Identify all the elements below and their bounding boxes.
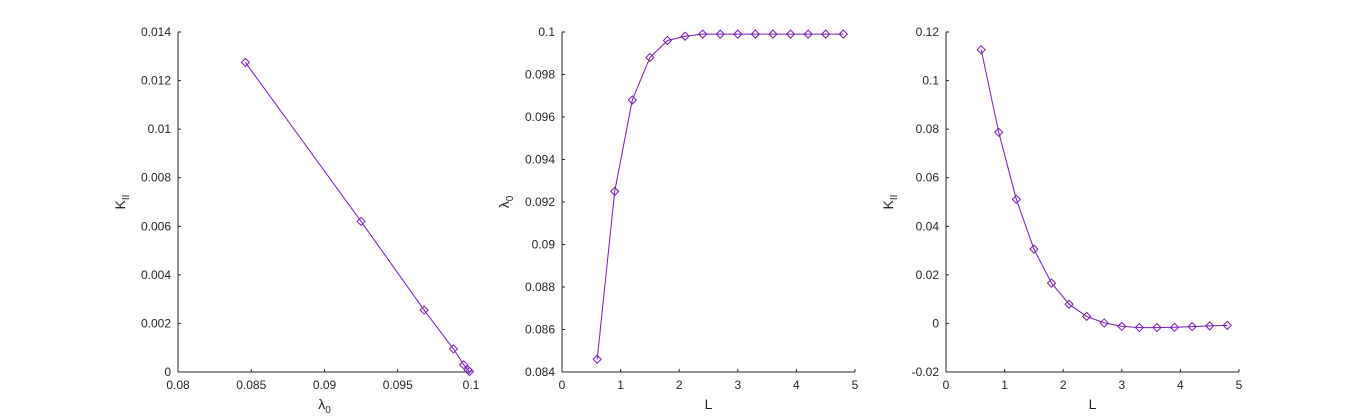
x-tick-label: 3 <box>1118 378 1125 392</box>
data-point-marker <box>1011 194 1022 205</box>
data-point-marker <box>733 29 743 39</box>
data-point-marker <box>838 29 848 39</box>
x-tick-label: 0.1 <box>463 378 480 392</box>
data-point-marker <box>610 186 620 197</box>
series-line <box>980 49 1228 329</box>
data-point-marker <box>464 366 475 377</box>
y-tick-label: -0.02 <box>912 365 940 379</box>
y-tick-label: 0 <box>932 316 939 330</box>
y-tick-label: 0.1 <box>538 25 555 39</box>
y-tick-label: 0.02 <box>916 268 940 282</box>
data-point-marker <box>662 35 673 46</box>
data-point-marker <box>1134 322 1145 333</box>
data-point-marker <box>1029 244 1039 254</box>
x-axis-label: L <box>1089 396 1097 412</box>
y-tick-label: 0.086 <box>525 323 555 337</box>
x-tick-label: 1 <box>1001 378 1008 392</box>
y-tick-label: 0.04 <box>916 219 940 233</box>
y-axis-label: KII <box>880 195 900 210</box>
y-tick-label: 0.006 <box>141 219 171 233</box>
subplot-2: 0 1 2 3 4 5 0.084 0.086 0.088 0.09 0.092 0.094 0.096… <box>496 25 859 412</box>
data-point-marker <box>1152 322 1162 333</box>
x-tick-label: 4 <box>793 378 800 392</box>
data-point-marker <box>645 52 655 63</box>
data-point-marker <box>976 45 986 55</box>
y-axis-label: λ0 <box>496 195 516 208</box>
y-tick-label: 0.092 <box>525 195 555 209</box>
data-point-marker <box>1081 311 1092 322</box>
data-point-marker <box>1169 322 1180 333</box>
y-tick-label: 0.014 <box>141 25 171 39</box>
data-point-marker <box>820 29 831 39</box>
y-tick-label: 0.098 <box>525 68 555 82</box>
data-point-marker <box>697 29 708 39</box>
y-tick-label: 0.096 <box>525 110 555 124</box>
data-point-marker <box>458 360 469 370</box>
y-tick-label: 0.004 <box>141 268 171 282</box>
data-point-marker <box>1187 321 1197 332</box>
data-point-marker <box>680 31 690 41</box>
data-point-marker <box>803 29 813 39</box>
series-line <box>244 62 470 372</box>
y-axis-label: KII <box>112 195 132 210</box>
y-tick-label: 0.12 <box>916 25 940 39</box>
x-tick-label: 0.08 <box>166 378 190 392</box>
y-tick-label: 0.09 <box>532 238 556 252</box>
data-point-marker <box>1117 321 1127 332</box>
data-point-marker <box>994 127 1004 138</box>
data-point-marker <box>419 305 429 315</box>
series-line <box>596 33 844 360</box>
x-tick-label: 4 <box>1177 378 1184 392</box>
x-tick-label: 2 <box>676 378 683 392</box>
data-point-marker <box>627 95 638 105</box>
x-tick-label: 0.085 <box>236 378 266 392</box>
data-point-marker <box>1099 318 1109 328</box>
data-point-marker <box>768 29 778 39</box>
data-point-marker <box>715 29 725 39</box>
x-tick-label: 0 <box>559 378 566 392</box>
data-point-marker <box>1204 321 1215 331</box>
y-tick-label: 0.08 <box>916 122 940 136</box>
data-point-marker <box>1222 320 1232 331</box>
y-tick-label: 0.084 <box>525 365 555 379</box>
y-tick-label: 0.094 <box>525 153 555 167</box>
x-tick-label: 5 <box>1236 378 1243 392</box>
data-point-marker <box>356 216 366 227</box>
x-axis-label: λ0 <box>318 396 331 416</box>
data-point-marker <box>240 57 251 68</box>
y-tick-label: 0 <box>164 365 171 379</box>
x-tick-label: 0.095 <box>383 378 413 392</box>
data-point-marker <box>1046 278 1057 288</box>
x-tick-label: 0 <box>943 378 950 392</box>
x-tick-label: 3 <box>734 378 741 392</box>
data-point-marker <box>592 354 602 364</box>
subplot-1: 0.08 0.085 0.09 0.095 0.1 0 0.002 0.004 0.006 0.0… <box>112 25 480 416</box>
x-tick-label: 5 <box>852 378 859 392</box>
y-tick-label: 0.1 <box>922 74 939 88</box>
data-point-marker <box>785 29 796 39</box>
data-point-marker <box>750 29 761 39</box>
y-tick-label: 0.01 <box>148 122 172 136</box>
x-axis-label: L <box>705 396 713 412</box>
y-tick-label: 0.002 <box>141 316 171 330</box>
y-tick-label: 0.088 <box>525 280 555 294</box>
x-tick-label: 0.09 <box>313 378 337 392</box>
y-tick-label: 0.06 <box>916 171 940 185</box>
data-point-marker <box>448 344 459 354</box>
y-tick-label: 0.012 <box>141 74 171 88</box>
y-tick-label: 0.008 <box>141 171 171 185</box>
x-tick-label: 2 <box>1060 378 1067 392</box>
x-tick-label: 1 <box>617 378 624 392</box>
data-point-marker <box>1064 299 1074 309</box>
